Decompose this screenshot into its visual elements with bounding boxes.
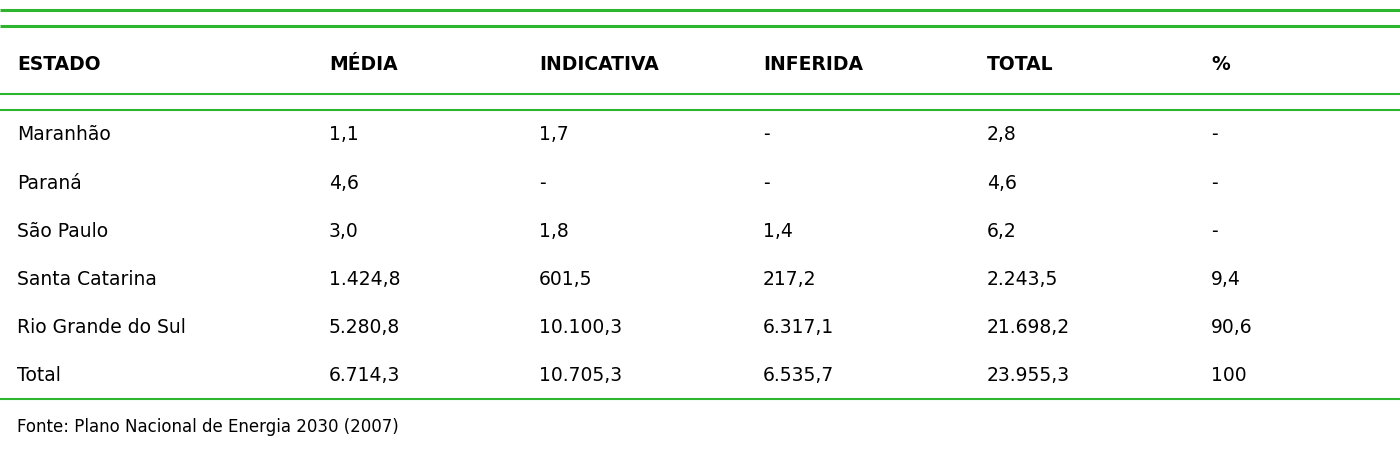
Text: 4,6: 4,6 [987,173,1016,192]
Text: ESTADO: ESTADO [17,55,101,74]
Text: -: - [1211,125,1218,144]
Text: 4,6: 4,6 [329,173,358,192]
Text: 21.698,2: 21.698,2 [987,318,1070,336]
Text: -: - [1211,221,1218,240]
Text: 1,4: 1,4 [763,221,792,240]
Text: 1,1: 1,1 [329,125,358,144]
Text: INDICATIVA: INDICATIVA [539,55,659,74]
Text: 10.705,3: 10.705,3 [539,366,622,385]
Text: 90,6: 90,6 [1211,318,1253,336]
Text: 6.317,1: 6.317,1 [763,318,834,336]
Text: Rio Grande do Sul: Rio Grande do Sul [17,318,186,336]
Text: Santa Catarina: Santa Catarina [17,269,157,288]
Text: 1,7: 1,7 [539,125,568,144]
Text: INFERIDA: INFERIDA [763,55,862,74]
Text: Total: Total [17,366,60,385]
Text: 1,8: 1,8 [539,221,568,240]
Text: 100: 100 [1211,366,1246,385]
Text: -: - [539,173,546,192]
Text: 6.714,3: 6.714,3 [329,366,400,385]
Text: MÉDIA: MÉDIA [329,55,398,74]
Text: 23.955,3: 23.955,3 [987,366,1070,385]
Text: 2,8: 2,8 [987,125,1016,144]
Text: São Paulo: São Paulo [17,221,108,240]
Text: Paraná: Paraná [17,173,81,192]
Text: 1.424,8: 1.424,8 [329,269,400,288]
Text: Fonte: Plano Nacional de Energia 2030 (2007): Fonte: Plano Nacional de Energia 2030 (2… [17,417,399,435]
Text: 217,2: 217,2 [763,269,816,288]
Text: Maranhão: Maranhão [17,125,111,144]
Text: 9,4: 9,4 [1211,269,1240,288]
Text: -: - [763,173,770,192]
Text: 601,5: 601,5 [539,269,592,288]
Text: 5.280,8: 5.280,8 [329,318,400,336]
Text: %: % [1211,55,1229,74]
Text: 3,0: 3,0 [329,221,358,240]
Text: TOTAL: TOTAL [987,55,1054,74]
Text: 10.100,3: 10.100,3 [539,318,622,336]
Text: -: - [1211,173,1218,192]
Text: -: - [763,125,770,144]
Text: 2.243,5: 2.243,5 [987,269,1058,288]
Text: 6.535,7: 6.535,7 [763,366,834,385]
Text: 6,2: 6,2 [987,221,1016,240]
